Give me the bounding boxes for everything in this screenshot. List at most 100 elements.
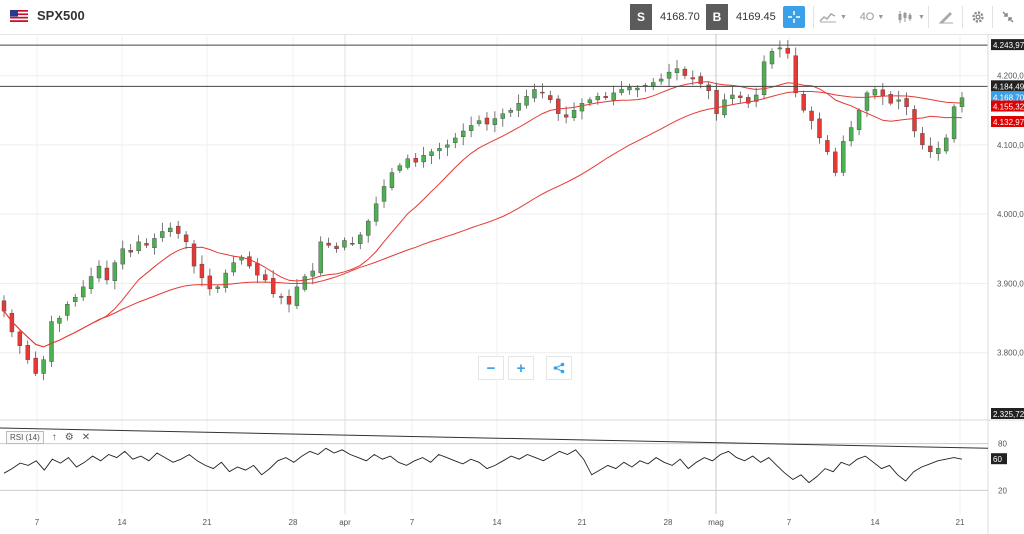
flag-icon	[10, 10, 28, 22]
indicators-icon	[898, 11, 912, 23]
candle-body	[809, 110, 814, 121]
draw-button[interactable]	[934, 6, 958, 28]
y-tick-label: 4.100,00	[997, 141, 1024, 150]
close-icon[interactable]: ✕	[81, 432, 91, 443]
settings-icon	[972, 11, 984, 23]
candle-body	[41, 359, 46, 374]
timeframe-button[interactable]: 4O ▼	[858, 6, 886, 28]
y-tick-label: 4.000,00	[997, 210, 1024, 219]
candle-body	[801, 94, 806, 111]
buy-button[interactable]: B	[706, 4, 728, 30]
price-chart[interactable]: 4.200,00 4.100,00 4.000,00 3.900,00 3.800,00…	[0, 34, 1024, 534]
candle-body	[278, 296, 284, 298]
candle-body	[373, 203, 379, 222]
crosshair-button[interactable]	[783, 6, 805, 28]
sell-button[interactable]: S	[630, 4, 652, 30]
x-tick-label: 14	[493, 518, 502, 527]
rsi-level-label: 20	[998, 486, 1007, 495]
candle-body	[492, 118, 498, 125]
settings-button[interactable]	[968, 6, 988, 28]
candle-body	[714, 89, 719, 114]
ma-slow-line	[3, 91, 963, 348]
candle-body	[476, 120, 482, 124]
candle-body	[365, 220, 371, 236]
candle-body	[595, 96, 601, 101]
candle-body	[88, 276, 94, 289]
candle-body	[825, 140, 830, 152]
candle-body	[943, 137, 949, 152]
gear-icon[interactable]: ⚙	[64, 432, 74, 443]
x-tick-label: 7	[35, 518, 40, 527]
x-tick-label: mag	[708, 518, 724, 527]
x-tick-label: 21	[578, 518, 587, 527]
candle-body	[833, 151, 838, 173]
candle-body	[334, 245, 339, 249]
candle-body	[872, 89, 878, 96]
chart-toolbar: SPX500 S 4168.70 B 4169.45 ▼ 4O ▼ ▼	[0, 0, 1024, 35]
candle-body	[405, 158, 410, 168]
candle-body	[563, 114, 569, 118]
x-tick-label: 14	[871, 518, 880, 527]
share-icon	[553, 362, 565, 374]
price-tag-bg	[991, 116, 1024, 128]
candle-body	[191, 243, 197, 267]
zoom-out-button[interactable]: −	[478, 356, 504, 380]
candle-body	[96, 265, 102, 279]
candle-body	[17, 331, 23, 346]
candle-body	[397, 165, 403, 171]
rsi-value-tag: 60	[993, 455, 1002, 464]
candle-body	[951, 106, 957, 140]
candle-body	[80, 286, 86, 298]
candle-body	[880, 89, 886, 97]
candle-body	[722, 99, 727, 116]
candle-body	[928, 145, 933, 152]
candle-body	[904, 98, 909, 107]
rsi-label[interactable]: RSI (14)	[6, 431, 44, 444]
zoom-controls: − +	[478, 356, 572, 380]
indicators-button[interactable]: ▼	[896, 6, 926, 28]
candle-body	[848, 127, 854, 142]
candle-body	[247, 256, 252, 267]
x-tick-label: 21	[203, 518, 212, 527]
candle-body	[294, 286, 300, 306]
candle-body	[516, 103, 521, 111]
candle-body	[318, 241, 323, 274]
bottom-tag: 2.325,72	[993, 410, 1024, 419]
candle-body	[698, 76, 703, 85]
x-tick-label: 28	[289, 518, 298, 527]
share-button[interactable]	[546, 356, 572, 380]
candle-body	[484, 117, 490, 125]
candle-body	[508, 110, 513, 113]
candle-body	[793, 55, 798, 94]
candle-body	[326, 242, 331, 246]
buy-box[interactable]: B 4169.45	[706, 4, 776, 30]
candle-body	[785, 47, 791, 54]
candle-body	[579, 103, 585, 112]
x-tick-label: apr	[339, 518, 351, 527]
candle-body	[231, 262, 236, 273]
candle-body	[936, 148, 941, 154]
chart-type-button[interactable]: ▼	[818, 6, 848, 28]
sell-box[interactable]: S 4168.70	[630, 4, 700, 30]
zoom-in-button[interactable]: +	[508, 356, 534, 380]
candle-body	[350, 243, 355, 245]
candle-body	[461, 130, 466, 138]
candle-body	[856, 110, 862, 130]
candle-body	[112, 262, 118, 281]
candle-body	[682, 68, 688, 76]
candle-body	[959, 97, 965, 107]
candle-body	[25, 345, 30, 360]
candle-body	[175, 225, 181, 234]
candle-body	[658, 78, 664, 82]
candle-body	[270, 278, 276, 295]
arrow-up-icon[interactable]: ↑	[51, 432, 57, 443]
candle-body	[429, 151, 434, 156]
candle-body	[445, 144, 450, 148]
candle-body	[627, 87, 632, 91]
price-tag: 4.132,97	[993, 118, 1024, 127]
rsi-value-tag-bg	[991, 453, 1007, 465]
candle-body	[619, 89, 624, 93]
collapse-button[interactable]	[998, 6, 1018, 28]
candle-body	[587, 99, 593, 104]
candle-body	[912, 109, 917, 132]
